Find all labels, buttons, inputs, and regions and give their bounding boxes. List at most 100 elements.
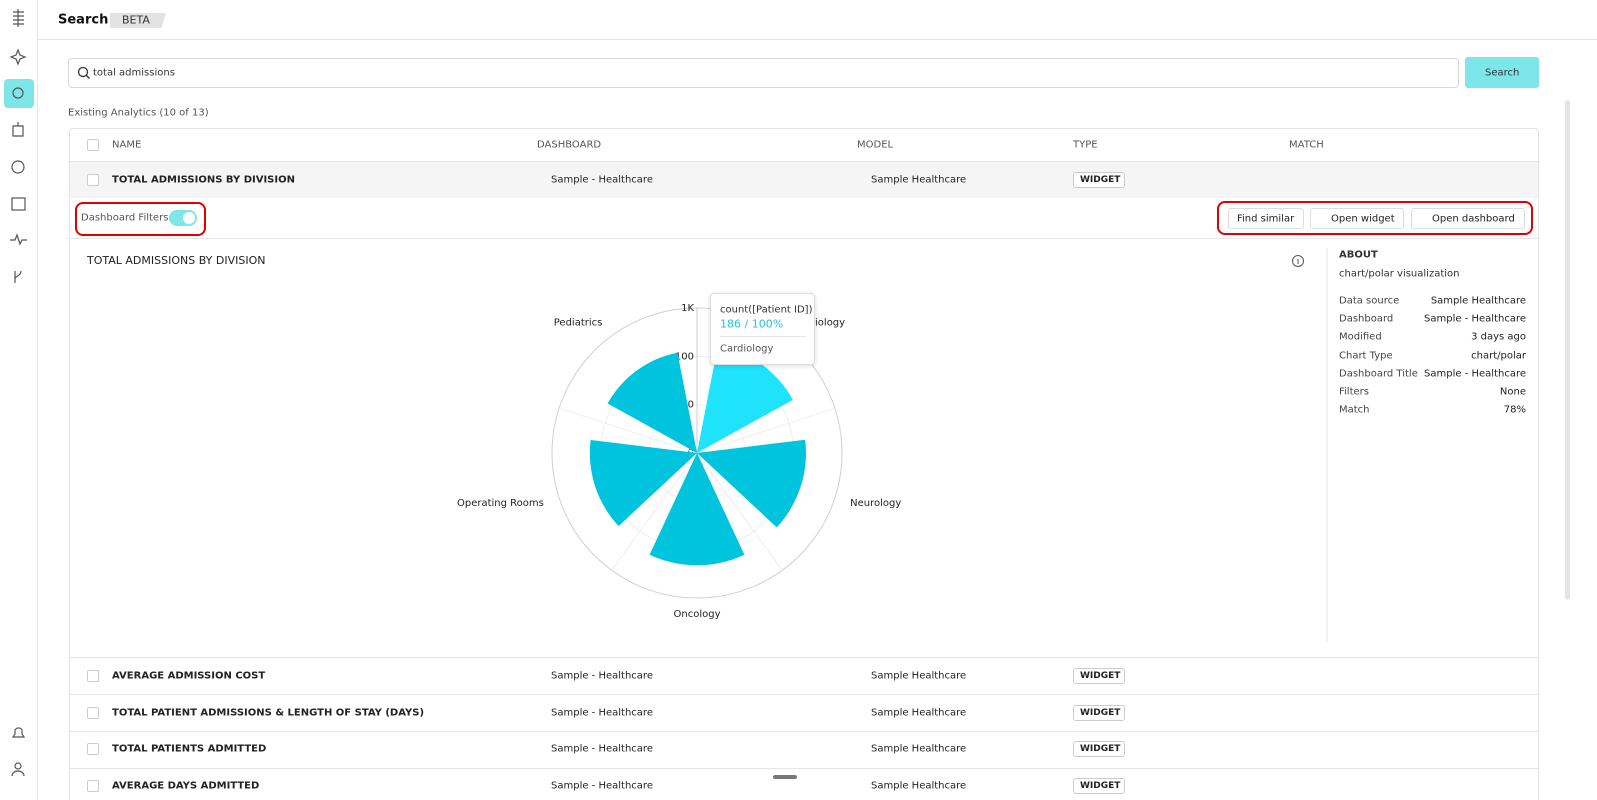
about-subtitle: chart/polar visualization xyxy=(1339,268,1460,280)
branch-icon[interactable] xyxy=(14,270,22,283)
about-title: ABOUT xyxy=(1339,249,1378,261)
drag-handle[interactable] xyxy=(773,775,797,779)
results-label: Existing Analytics (10 of 13) xyxy=(68,107,209,119)
filters-label: Dashboard Filters xyxy=(81,212,169,224)
column-header: NAME xyxy=(112,139,142,151)
action-button[interactable] xyxy=(1310,208,1404,229)
highlight-box xyxy=(1217,201,1533,235)
user-icon[interactable] xyxy=(14,762,22,770)
highlight-box xyxy=(75,202,206,236)
tooltip-category: Cardiology xyxy=(720,343,774,355)
info-icon[interactable] xyxy=(1292,255,1304,267)
beta-text: BETA xyxy=(122,13,150,27)
about-label: Dashboard xyxy=(1339,313,1394,325)
category-label: Cardiology xyxy=(792,318,846,329)
about-label: Modified xyxy=(1339,331,1382,343)
row-dashboard: Sample - Healthcare xyxy=(551,670,653,682)
type-badge xyxy=(1073,778,1125,795)
search-input-icon xyxy=(77,66,90,79)
spoke xyxy=(696,407,836,454)
panel-bottom xyxy=(70,657,1538,658)
about-value: None xyxy=(1499,386,1526,398)
row-model: Sample Healthcare xyxy=(871,174,967,186)
category-label: Operating Rooms xyxy=(457,498,544,509)
category-label: Oncology xyxy=(674,609,721,620)
search-input[interactable] xyxy=(68,58,1459,88)
about-value: Sample - Healthcare xyxy=(1424,313,1526,325)
action-button[interactable] xyxy=(1411,208,1525,229)
category-label: Neurology xyxy=(850,498,901,509)
wedge xyxy=(697,439,807,528)
header-divider xyxy=(70,161,1538,162)
sidebar-icons xyxy=(4,9,34,777)
tooltip-title: count([Patient ID]) xyxy=(720,304,813,316)
wedge xyxy=(607,352,697,453)
wedge xyxy=(649,453,745,566)
action-label: Open dashboard xyxy=(1432,213,1515,224)
action-button[interactable] xyxy=(1228,208,1304,229)
column-header: MATCH xyxy=(1289,139,1324,151)
row-model: Sample Healthcare xyxy=(871,670,967,682)
checkbox[interactable] xyxy=(87,139,99,151)
row-type: WIDGET xyxy=(1080,707,1121,718)
r-tick-label: 100 xyxy=(675,351,694,362)
tooltip: count([Patient ID]) 186 / 100% Cardiolog… xyxy=(710,293,815,365)
r-tick-label: 1K xyxy=(681,303,694,314)
wedge xyxy=(697,345,793,453)
about-value: 78% xyxy=(1503,404,1526,416)
checkbox[interactable] xyxy=(87,743,99,756)
row-model: Sample Healthcare xyxy=(871,780,967,792)
search-button-label: Search xyxy=(1485,67,1520,79)
category-label: Pediatrics xyxy=(554,318,603,329)
checkbox[interactable] xyxy=(87,670,99,682)
tooltip-divider xyxy=(720,336,806,337)
column-header: DASHBOARD xyxy=(537,139,602,151)
chart-title: TOTAL ADMISSIONS BY DIVISION xyxy=(86,254,265,267)
about-label: Chart Type xyxy=(1339,350,1393,362)
search-nav-active[interactable] xyxy=(4,79,34,108)
row-name: AVERAGE ADMISSION COST xyxy=(112,670,266,682)
tooltip-value: 186 / 100% xyxy=(720,317,784,331)
menu-icon[interactable] xyxy=(13,9,24,27)
about-label: Data source xyxy=(1339,295,1400,307)
scrollbar[interactable] xyxy=(1565,100,1570,600)
about-value: 3 days ago xyxy=(1471,331,1526,343)
row-name: TOTAL PATIENT ADMISSIONS & LENGTH OF STA… xyxy=(112,707,425,719)
widgets-icon[interactable] xyxy=(11,197,26,211)
search-button[interactable] xyxy=(1465,57,1539,88)
pulse-icon[interactable] xyxy=(10,233,27,246)
row-name: AVERAGE DAYS ADMITTED xyxy=(112,780,260,792)
row-dashboard: Sample - Healthcare xyxy=(551,174,653,186)
about-label: Filters xyxy=(1339,386,1369,398)
spoke xyxy=(611,452,698,571)
checkbox[interactable] xyxy=(87,706,99,719)
bell-icon[interactable] xyxy=(11,727,26,738)
beta-badge xyxy=(110,13,166,28)
column-header: MODEL xyxy=(857,139,894,151)
row-dashboard: Sample - Healthcare xyxy=(551,780,653,792)
analytics-icon[interactable] xyxy=(11,160,25,174)
search-query: total admissions xyxy=(93,67,175,79)
row-model: Sample Healthcare xyxy=(871,743,967,755)
column-header: TYPE xyxy=(1073,139,1098,151)
checkbox[interactable] xyxy=(87,174,99,186)
row-name: TOTAL PATIENTS ADMITTED xyxy=(112,743,267,755)
row-type: WIDGET xyxy=(1080,781,1121,792)
models-icon[interactable] xyxy=(12,122,24,137)
spoke xyxy=(696,452,783,571)
sidebar xyxy=(0,0,38,800)
action-label: Find similar xyxy=(1237,213,1295,224)
ai-icon[interactable] xyxy=(9,48,27,66)
filters-toggle[interactable] xyxy=(169,210,197,226)
row-dashboard: Sample - Healthcare xyxy=(551,707,653,719)
panel-divider xyxy=(70,238,1538,239)
search-icon xyxy=(12,87,24,99)
row-type: WIDGET xyxy=(1080,744,1121,755)
row-model: Sample Healthcare xyxy=(871,707,967,719)
about-label: Dashboard Title xyxy=(1339,368,1418,380)
action-label: Open widget xyxy=(1331,213,1395,224)
checkbox[interactable] xyxy=(87,780,99,793)
expanded-row-bg xyxy=(70,162,1538,198)
